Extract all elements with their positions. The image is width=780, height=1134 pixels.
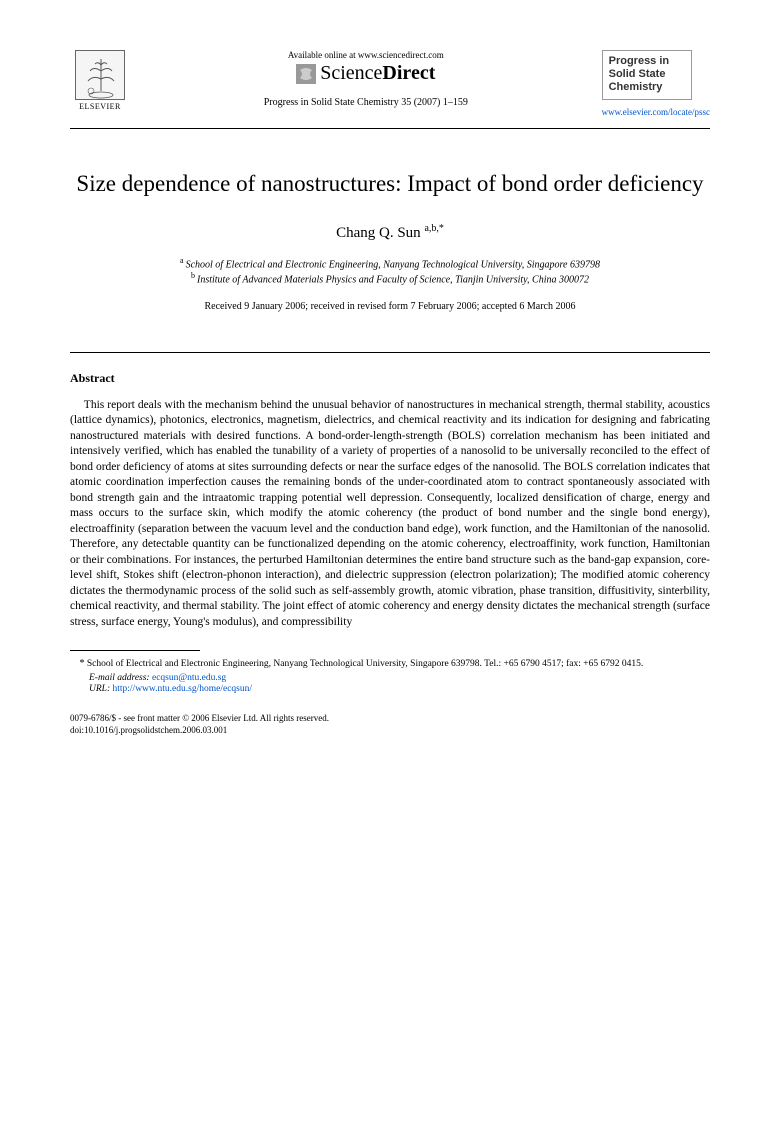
email-link[interactable]: ecqsun@ntu.edu.sg (152, 673, 226, 683)
journal-homepage-link[interactable]: www.elsevier.com/locate/pssc (602, 107, 710, 117)
available-online-text: Available online at www.sciencedirect.co… (140, 50, 592, 60)
paper-title: Size dependence of nanostructures: Impac… (70, 169, 710, 199)
author-affiliation-marks: a,b,* (424, 223, 443, 234)
affiliation-text: Institute of Advanced Materials Physics … (197, 275, 589, 286)
sciencedirect-icon (296, 64, 316, 84)
asterisk-icon: * (80, 658, 85, 669)
abstract-heading: Abstract (70, 371, 710, 386)
journal-logo-line3: Chemistry (609, 81, 685, 94)
journal-reference: Progress in Solid State Chemistry 35 (20… (140, 97, 592, 108)
page-header: ELSEVIER Available online at www.science… (70, 50, 710, 120)
elsevier-tree-icon (75, 50, 125, 100)
elsevier-logo: ELSEVIER (70, 50, 130, 120)
copyright-line: 0079-6786/$ - see front matter © 2006 El… (70, 712, 710, 724)
affiliation-mark: b (191, 271, 195, 280)
url-link[interactable]: http://www.ntu.edu.sg/home/ecqsun/ (113, 684, 253, 694)
url-line: URL: http://www.ntu.edu.sg/home/ecqsun/ (70, 684, 710, 694)
abstract-top-rule (70, 352, 710, 353)
abstract-body: This report deals with the mechanism beh… (70, 398, 710, 631)
corresponding-text: School of Electrical and Electronic Engi… (87, 659, 643, 669)
affiliation-b: bInstitute of Advanced Materials Physics… (70, 271, 710, 286)
author-line: Chang Q. Sun a,b,* (70, 223, 710, 242)
sciencedirect-wordmark: ScienceDirect (320, 62, 435, 85)
journal-logo-line1: Progress in (609, 55, 685, 68)
affiliation-text: School of Electrical and Electronic Engi… (186, 259, 600, 270)
journal-logo: Progress in Solid State Chemistry (602, 50, 692, 100)
page-footer: 0079-6786/$ - see front matter © 2006 El… (70, 712, 710, 736)
doi-line: doi:10.1016/j.progsolidstchem.2006.03.00… (70, 724, 710, 736)
journal-logo-line2: Solid State (609, 68, 685, 81)
corresponding-note: * School of Electrical and Electronic En… (70, 657, 710, 671)
affiliation-mark: a (180, 256, 184, 265)
affiliations: aSchool of Electrical and Electronic Eng… (70, 256, 710, 287)
affiliation-a: aSchool of Electrical and Electronic Eng… (70, 256, 710, 271)
author-name: Chang Q. Sun (336, 225, 421, 241)
email-line: E-mail address: ecqsun@ntu.edu.sg (70, 673, 710, 683)
header-rule (70, 128, 710, 129)
email-label: E-mail address: (89, 673, 150, 683)
manuscript-dates: Received 9 January 2006; received in rev… (70, 301, 710, 312)
journal-logo-block: Progress in Solid State Chemistry www.el… (602, 50, 710, 120)
sciencedirect-suffix: Direct (382, 62, 435, 84)
sciencedirect-prefix: Science (320, 62, 382, 84)
sciencedirect-brand: ScienceDirect (140, 62, 592, 85)
footnote-rule (70, 650, 200, 651)
url-label: URL: (89, 684, 110, 694)
center-header: Available online at www.sciencedirect.co… (130, 50, 602, 108)
elsevier-label: ELSEVIER (79, 102, 121, 111)
